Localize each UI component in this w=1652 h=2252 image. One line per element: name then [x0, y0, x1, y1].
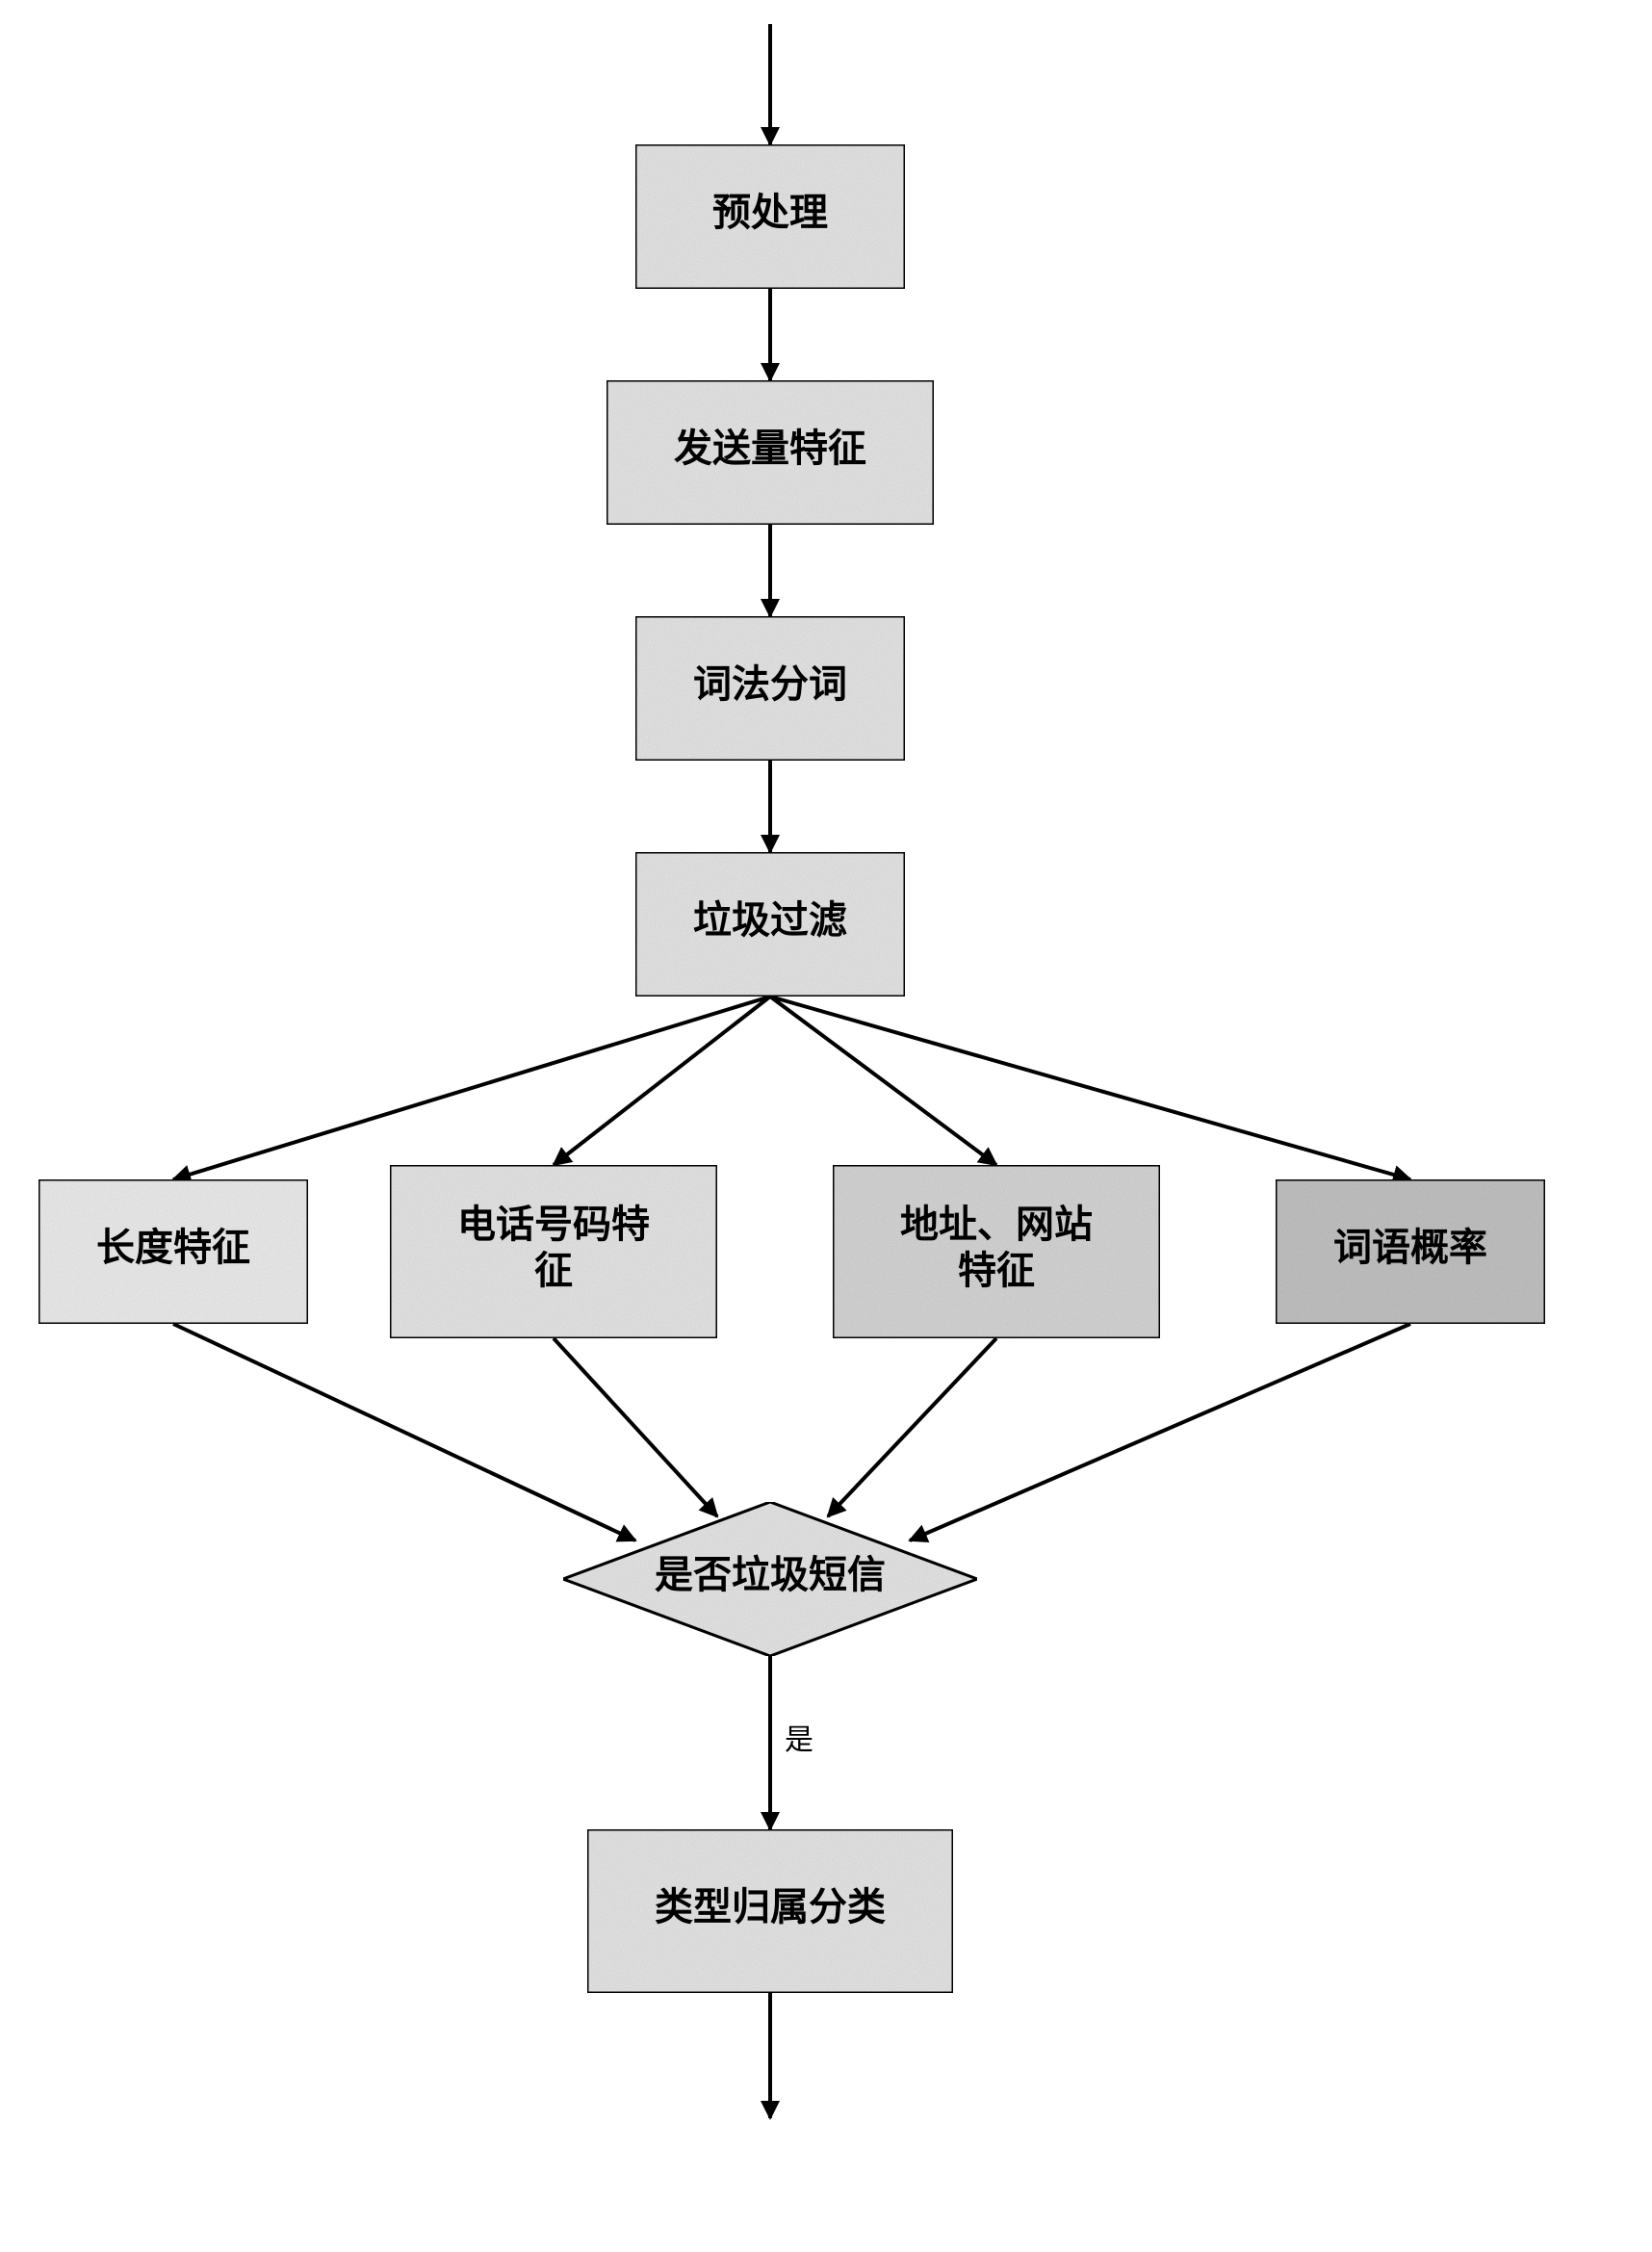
- edge: [173, 1324, 635, 1540]
- edge: [828, 1338, 996, 1516]
- edge: [554, 1338, 717, 1516]
- node-len_feature: 长度特征: [39, 1179, 308, 1324]
- node-word_prob: 词语概率: [1276, 1179, 1545, 1324]
- node-label: 词语概率: [1333, 1226, 1487, 1269]
- node-classify: 类型归属分类: [587, 1829, 953, 1993]
- node-addr_feature: 地址、网站特征: [833, 1165, 1160, 1338]
- edge: [910, 1324, 1410, 1540]
- node-is_spam: 是否垃圾短信: [563, 1502, 977, 1656]
- edge: [173, 997, 770, 1179]
- node-label: 垃圾过滤: [693, 898, 847, 942]
- node-label: 词法分词: [693, 662, 847, 706]
- node-label: 长度特征: [96, 1226, 250, 1269]
- node-label: 征: [534, 1249, 573, 1292]
- node-label: 是否垃圾短信: [655, 1553, 886, 1596]
- edge: [554, 997, 770, 1165]
- edge: [770, 997, 996, 1165]
- node-label: 电话号码特: [457, 1203, 650, 1246]
- node-label: 地址、网站: [900, 1203, 1093, 1246]
- node-phone_feature: 电话号码特征: [390, 1165, 717, 1338]
- node-label: 预处理: [712, 191, 828, 234]
- flowchart-canvas: 是预处理发送量特征词法分词垃圾过滤长度特征电话号码特征地址、网站特征词语概率是否…: [0, 0, 1652, 2252]
- edge: [770, 997, 1410, 1179]
- node-preprocess: 预处理: [635, 144, 905, 289]
- node-send_feature: 发送量特征: [607, 380, 934, 525]
- node-label: 类型归属分类: [655, 1885, 886, 1928]
- node-tokenize: 词法分词: [635, 616, 905, 761]
- node-spam_filter: 垃圾过滤: [635, 852, 905, 997]
- edge-label: 是: [785, 1724, 813, 1756]
- node-label: 特征: [958, 1249, 1035, 1292]
- node-label: 发送量特征: [674, 427, 866, 470]
